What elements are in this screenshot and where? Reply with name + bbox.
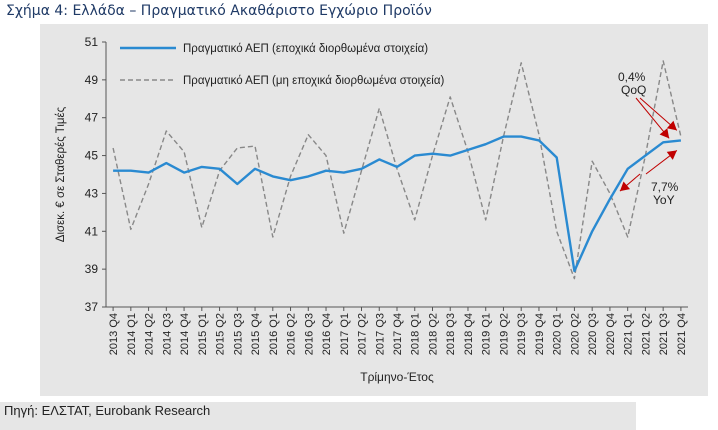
y-tick-label: 39 — [85, 262, 99, 276]
x-tick-label: 2018 Q4 — [463, 313, 475, 355]
x-tick-label: 2015 Q3 — [232, 313, 244, 355]
x-tick-label: 2020 Q3 — [587, 313, 599, 355]
y-tick-label: 47 — [85, 111, 99, 125]
x-tick-label: 2019 Q2 — [498, 313, 510, 355]
x-tick-label: 2017 Q1 — [339, 313, 351, 355]
legend: Πραγματικό ΑΕΠ (εποχικά διορθωμένα στοιχ… — [120, 43, 445, 87]
chart-panel: 37 39 41 43 45 47 49 51 2013 Q4 2014 Q1 2014 Q2 201… — [40, 24, 708, 396]
x-tick-label: 2017 Q4 — [392, 313, 404, 355]
qoq-arrow-b-head — [666, 120, 677, 131]
y-tick-label: 37 — [85, 300, 99, 314]
y-tick-label: 43 — [85, 186, 99, 200]
y-tick-label: 41 — [85, 224, 99, 238]
x-tick-label: 2018 Q1 — [410, 313, 422, 355]
yoy-value-label: 7,7% — [651, 180, 679, 194]
x-tick-label: 2014 Q3 — [161, 313, 173, 355]
x-tick-label: 2015 Q1 — [197, 313, 209, 355]
x-tick-label: 2019 Q4 — [534, 313, 546, 355]
qoq-unit-label: QoQ — [621, 83, 646, 97]
x-tick-label: 2021 Q2 — [640, 313, 652, 355]
yoy-arrow-b-head — [666, 150, 677, 160]
legend-label-sa: Πραγματικό ΑΕΠ (εποχικά διορθωμένα στοιχ… — [183, 43, 428, 55]
qoq-arrow-a-head — [659, 128, 670, 139]
y-tick-label: 51 — [85, 35, 99, 49]
x-tick-label: 2021 Q4 — [676, 313, 688, 355]
x-tick-label: 2015 Q2 — [215, 313, 227, 355]
x-tick-label: 2016 Q3 — [303, 313, 315, 355]
footer-bar — [0, 402, 636, 430]
chart-svg: 37 39 41 43 45 47 49 51 2013 Q4 2014 Q1 2014 Q2 201… — [55, 35, 688, 384]
x-tick-label: 2014 Q2 — [144, 313, 156, 355]
x-tick-label: 2019 Q3 — [516, 313, 528, 355]
x-tick-label: 2014 Q1 — [126, 313, 138, 355]
x-tick-label: 2016 Q1 — [268, 313, 280, 355]
x-tick-label: 2020 Q4 — [605, 313, 617, 355]
legend-label-nsa: Πραγματικό ΑΕΠ (μη εποχικά διορθωμένα στ… — [183, 75, 445, 87]
annotation-layer: 0,4% QoQ 7,7% YoY — [618, 70, 679, 207]
x-tick-label: 2021 Q1 — [623, 313, 635, 355]
x-tick-label: 2016 Q4 — [321, 313, 333, 355]
y-tick-label: 45 — [85, 149, 99, 163]
x-tick-label: 2015 Q4 — [250, 313, 262, 355]
yoy-unit-label: YoY — [653, 193, 675, 207]
x-tick-label: 2017 Q2 — [357, 313, 369, 355]
y-axis-title: Δισεκ. € σε Σταθερές Τιμές — [55, 106, 67, 242]
series-line-sa — [113, 135, 682, 273]
x-tick-label: 2017 Q3 — [374, 313, 386, 355]
x-tick-label: 2021 Q3 — [658, 313, 670, 355]
yoy-arrow-a-head — [619, 181, 631, 192]
x-tick-label: 2014 Q4 — [179, 313, 191, 355]
source-note: Πηγή: ΕΛΣΤΑΤ, Eurobank Research — [4, 403, 211, 418]
x-tick-label: 2019 Q1 — [481, 313, 493, 355]
x-axis-title: Τρίμηνο-Έτος — [360, 370, 434, 384]
x-tick-label: 2013 Q4 — [108, 313, 120, 355]
x-tick-label: 2020 Q1 — [552, 313, 564, 355]
x-tick-label: 2018 Q3 — [445, 313, 457, 355]
x-tick-label: 2018 Q2 — [427, 313, 439, 355]
figure-title: Σχήμα 4: Ελλάδα – Πραγματικό Ακαθάριστο … — [6, 3, 432, 19]
x-tick-label: 2020 Q2 — [569, 313, 581, 355]
qoq-value-label: 0,4% — [618, 70, 646, 84]
axes-layer: 37 39 41 43 45 47 49 51 2013 Q4 2014 Q1 2014 Q2 201… — [55, 35, 688, 384]
y-tick-label: 49 — [85, 73, 99, 87]
x-tick-label: 2016 Q2 — [286, 313, 298, 355]
series-layer — [112, 60, 682, 280]
series-line-nsa — [112, 60, 682, 280]
